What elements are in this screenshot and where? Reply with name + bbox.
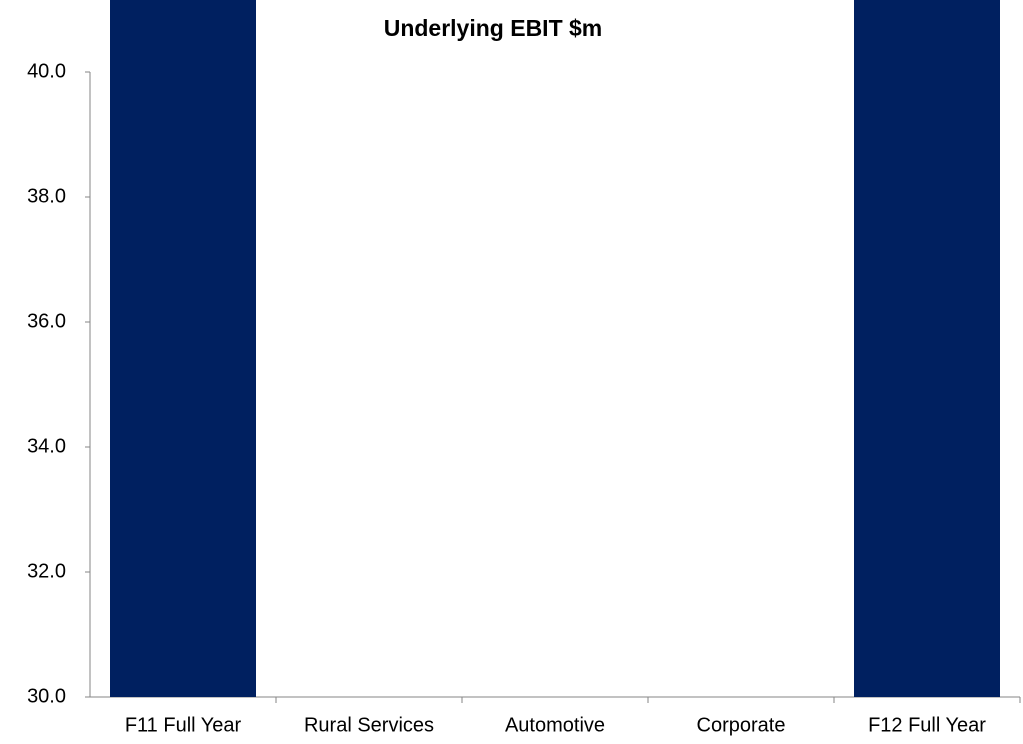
x-tick-label: F11 Full Year xyxy=(125,714,242,736)
chart-title: Underlying EBIT $m xyxy=(384,15,603,41)
y-tick-label: 36.0 xyxy=(27,310,66,332)
y-tick-label: 32.0 xyxy=(27,560,66,582)
x-tick-label: Corporate xyxy=(697,714,786,736)
x-tick-label: Automotive xyxy=(505,714,605,736)
y-tick-label: 40.0 xyxy=(27,60,66,82)
y-tick-label: 34.0 xyxy=(27,435,66,457)
x-tick-label: F12 Full Year xyxy=(868,714,986,736)
bar xyxy=(854,0,1000,697)
x-tick-label: Rural Services xyxy=(304,714,434,736)
bar xyxy=(110,0,256,697)
y-tick-label: 30.0 xyxy=(27,685,66,707)
y-tick-label: 38.0 xyxy=(27,185,66,207)
